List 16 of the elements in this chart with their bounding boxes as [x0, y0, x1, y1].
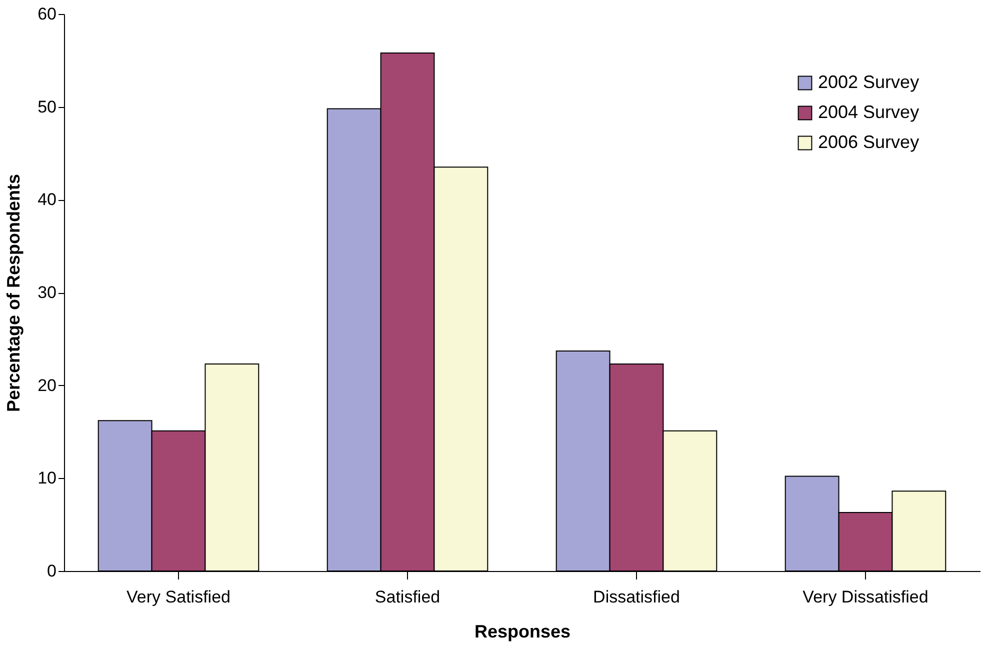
x-tick-label: Very Satisfied	[126, 588, 230, 606]
y-tick-label: 40	[38, 190, 56, 210]
y-tick-label: 50	[38, 97, 56, 116]
legend-label: 2002 Survey	[818, 72, 920, 92]
legend-label: 2004 Survey	[818, 102, 920, 122]
x-tick-label: Dissatisfied	[593, 588, 680, 606]
x-tick-label: Satisfied	[374, 588, 440, 606]
y-axis-title: Percentage of Respondents	[4, 174, 24, 412]
y-tick-label: 0	[47, 562, 56, 580]
legend-label: 2006 Survey	[818, 132, 920, 152]
y-tick-label: 10	[38, 468, 56, 488]
y-tick-label: 30	[38, 283, 56, 302]
x-tick-label: Very Dissatisfied	[802, 588, 928, 606]
x-axis-title: Responses	[474, 622, 571, 642]
y-tick-label: 60	[38, 4, 56, 24]
y-tick-label: 20	[38, 376, 56, 395]
